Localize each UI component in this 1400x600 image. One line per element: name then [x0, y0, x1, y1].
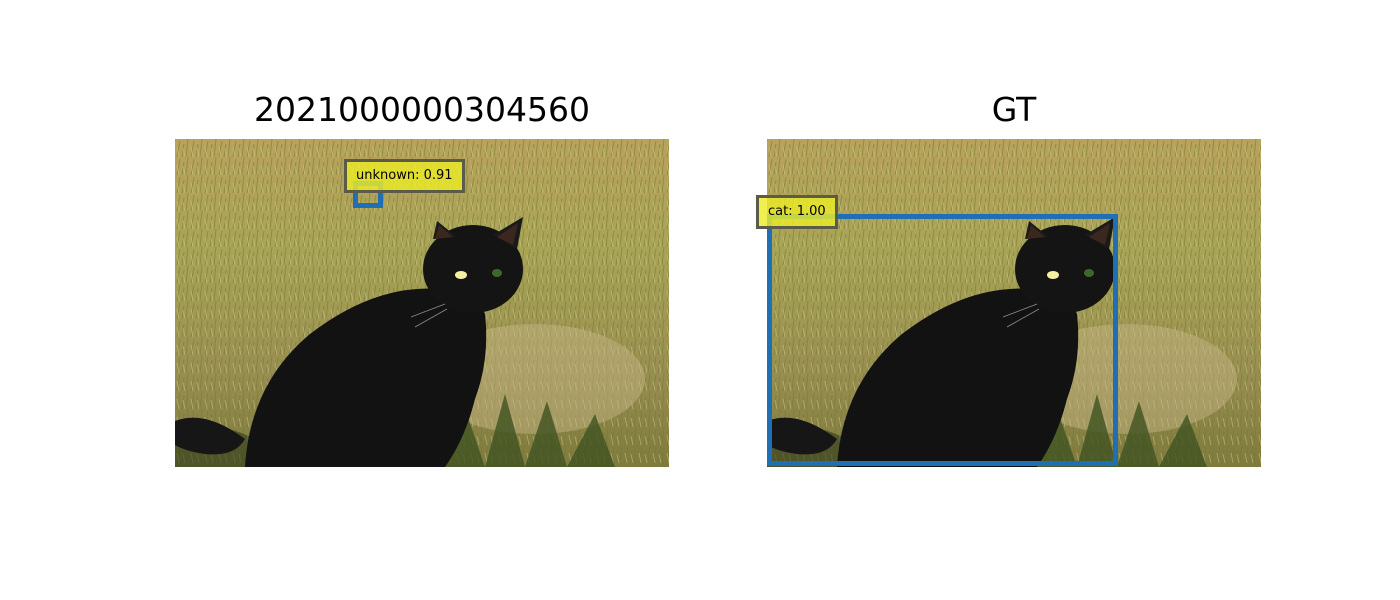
panel-title-right: GT: [991, 90, 1037, 129]
cat-on-grass-image: [175, 139, 669, 467]
cat-on-grass-image: [767, 139, 1261, 467]
cat-photo-left: [175, 139, 669, 467]
cat-photo-right: [767, 139, 1261, 467]
panel-title-left: 2021000000304560: [254, 90, 590, 129]
